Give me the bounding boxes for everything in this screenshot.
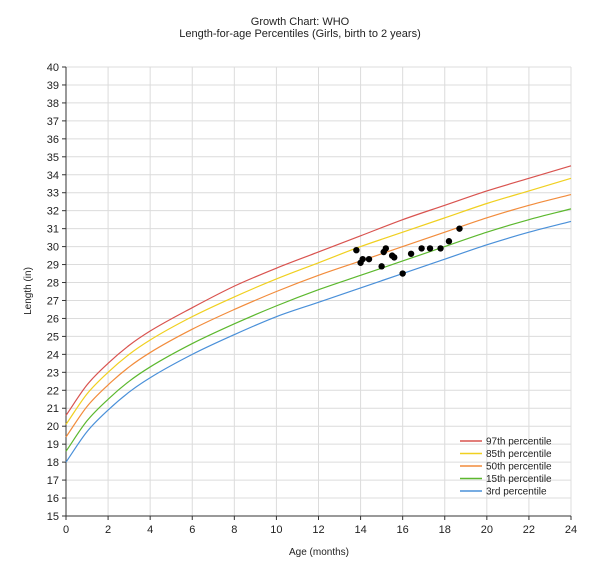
y-tick-label: 39 (47, 80, 59, 92)
data-point (456, 225, 463, 232)
legend-label: 85th percentile (486, 449, 552, 460)
data-point (407, 250, 415, 257)
y-tick-label: 30 (47, 242, 59, 254)
x-tick-label: 2 (105, 524, 111, 536)
series-line-4 (65, 220, 572, 463)
y-tick-label: 22 (47, 385, 59, 397)
legend-label: 3rd percentile (486, 487, 547, 498)
data-point (399, 270, 406, 277)
grid (65, 66, 572, 517)
y-tick-label: 21 (47, 403, 59, 415)
y-tick-label: 34 (47, 170, 59, 182)
y-tick-label: 28 (47, 278, 59, 290)
data-point (418, 245, 425, 252)
x-tick-label: 22 (523, 524, 535, 536)
y-tick-label: 37 (47, 116, 59, 128)
y-tick-label: 31 (47, 224, 59, 236)
y-tick-label: 29 (47, 260, 59, 272)
x-tick-label: 20 (481, 524, 493, 536)
y-tick-label: 23 (47, 367, 59, 379)
data-point (426, 245, 434, 252)
x-tick-label: 24 (565, 524, 577, 536)
y-tick-label: 25 (47, 331, 59, 343)
y-tick-label: 15 (47, 511, 59, 523)
x-tick-label: 10 (270, 524, 282, 536)
x-tick-label: 16 (397, 524, 409, 536)
data-point (391, 254, 398, 261)
x-tick-label: 6 (189, 524, 195, 536)
chart-subtitle: Length-for-age Percentiles (Girls, birth… (179, 28, 421, 40)
series-line-2 (65, 193, 572, 438)
data-point (365, 255, 373, 263)
x-tick-label: 12 (312, 524, 324, 536)
x-tick-label: 18 (439, 524, 451, 536)
percentile-curves (65, 165, 572, 463)
y-tick-label: 24 (47, 349, 59, 361)
legend-label: 50th percentile (486, 462, 552, 473)
data-point (445, 238, 453, 245)
y-tick-label: 36 (47, 134, 59, 146)
y-tick-label: 17 (47, 475, 59, 487)
y-tick-label: 20 (47, 421, 59, 433)
series-line-3 (65, 208, 572, 452)
series-line-0 (65, 165, 572, 416)
chart-title: Growth Chart: WHO (250, 16, 350, 28)
y-tick-label: 40 (47, 62, 59, 74)
y-tick-label: 18 (47, 457, 59, 469)
data-point (359, 255, 366, 263)
y-tick-label: 35 (47, 152, 59, 164)
legend-label: 15th percentile (486, 474, 552, 485)
x-axis-title: Age (months) (289, 547, 349, 558)
axes: 1516171819202122232425262728293031323334… (47, 62, 577, 536)
y-axis-title: Length (in) (23, 267, 34, 315)
data-point (353, 246, 360, 254)
y-tick-label: 32 (47, 206, 59, 218)
y-tick-label: 38 (47, 98, 59, 110)
measurement-points (353, 225, 463, 277)
series-line-1 (65, 177, 572, 425)
data-point (382, 245, 390, 252)
data-point (437, 245, 444, 252)
data-point (378, 263, 385, 270)
x-tick-label: 0 (63, 524, 69, 536)
legend-label: 97th percentile (486, 437, 552, 448)
x-tick-label: 4 (147, 524, 153, 536)
y-tick-label: 19 (47, 439, 59, 451)
x-tick-label: 14 (354, 524, 366, 536)
y-tick-label: 27 (47, 295, 59, 307)
y-tick-label: 16 (47, 493, 59, 505)
x-tick-label: 8 (231, 524, 237, 536)
y-tick-label: 33 (47, 188, 59, 200)
y-tick-label: 26 (47, 313, 59, 325)
